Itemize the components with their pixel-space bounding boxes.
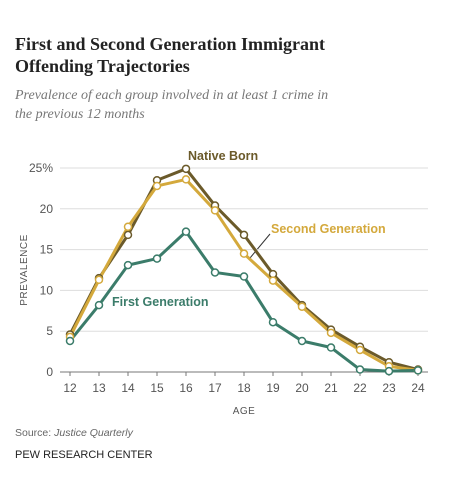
- data-point: [355, 345, 365, 355]
- x-tick-label: 16: [179, 381, 193, 395]
- x-tick-label: 21: [324, 381, 338, 395]
- data-point: [239, 249, 249, 258]
- data-point: [123, 222, 133, 232]
- annotation-pointer: [249, 233, 271, 259]
- data-point: [297, 302, 307, 311]
- data-point: [210, 206, 220, 215]
- x-tick-label: 20: [295, 381, 309, 395]
- data-point: [94, 300, 104, 310]
- x-tick-label: 14: [121, 381, 135, 395]
- data-point: [210, 268, 220, 277]
- data-point: [181, 175, 191, 184]
- source-label: Source:: [15, 427, 51, 439]
- data-point: [239, 230, 249, 240]
- data-point: [94, 275, 104, 285]
- series-line: [68, 167, 419, 372]
- data-point: [326, 343, 336, 352]
- data-point: [297, 336, 307, 346]
- y-tick-label: 5: [46, 324, 53, 338]
- x-tick-label: 15: [150, 381, 164, 395]
- data-point: [152, 181, 162, 191]
- data-point: [181, 227, 191, 236]
- y-tick-label: 0: [46, 365, 53, 379]
- source: Source: Justice Quarterly: [15, 427, 134, 439]
- x-tick-label: 19: [266, 381, 280, 395]
- data-point: [413, 366, 423, 375]
- chart-subtitle: Prevalence of each group involved in at …: [14, 88, 328, 122]
- data-point: [355, 365, 365, 374]
- y-tick-label: 15: [40, 243, 54, 257]
- x-tick-label: 22: [353, 381, 367, 395]
- data-point: [239, 272, 249, 281]
- series-label: Native Born: [188, 149, 258, 163]
- x-tick-label: 23: [382, 381, 396, 395]
- footer: PEW RESEARCH CENTER: [15, 449, 153, 461]
- x-tick-label: 17: [208, 381, 222, 395]
- x-axis-label: AGE: [233, 406, 256, 417]
- data-point: [268, 317, 278, 327]
- y-tick-label: 10: [40, 283, 54, 297]
- chart-title: First and Second Generation Immigrant Off…: [15, 34, 325, 76]
- data-point: [326, 328, 336, 338]
- data-point: [268, 276, 278, 285]
- y-tick-label: 25%: [29, 161, 53, 175]
- data-point: [123, 230, 133, 240]
- data-point: [384, 366, 394, 376]
- source-name: Justice Quarterly: [53, 427, 134, 439]
- y-axis-label: PREVALENCE: [19, 234, 30, 306]
- data-point: [65, 336, 75, 346]
- x-tick-label: 24: [411, 381, 425, 395]
- x-tick-label: 13: [92, 381, 106, 395]
- x-tick-label: 12: [63, 381, 77, 395]
- data-point: [181, 164, 191, 174]
- x-tick-label: 18: [237, 381, 251, 395]
- y-tick-label: 20: [40, 202, 54, 216]
- data-point: [152, 254, 162, 263]
- data-point: [123, 260, 133, 270]
- series-label: First Generation: [112, 295, 209, 309]
- series-label: Second Generation: [271, 222, 386, 236]
